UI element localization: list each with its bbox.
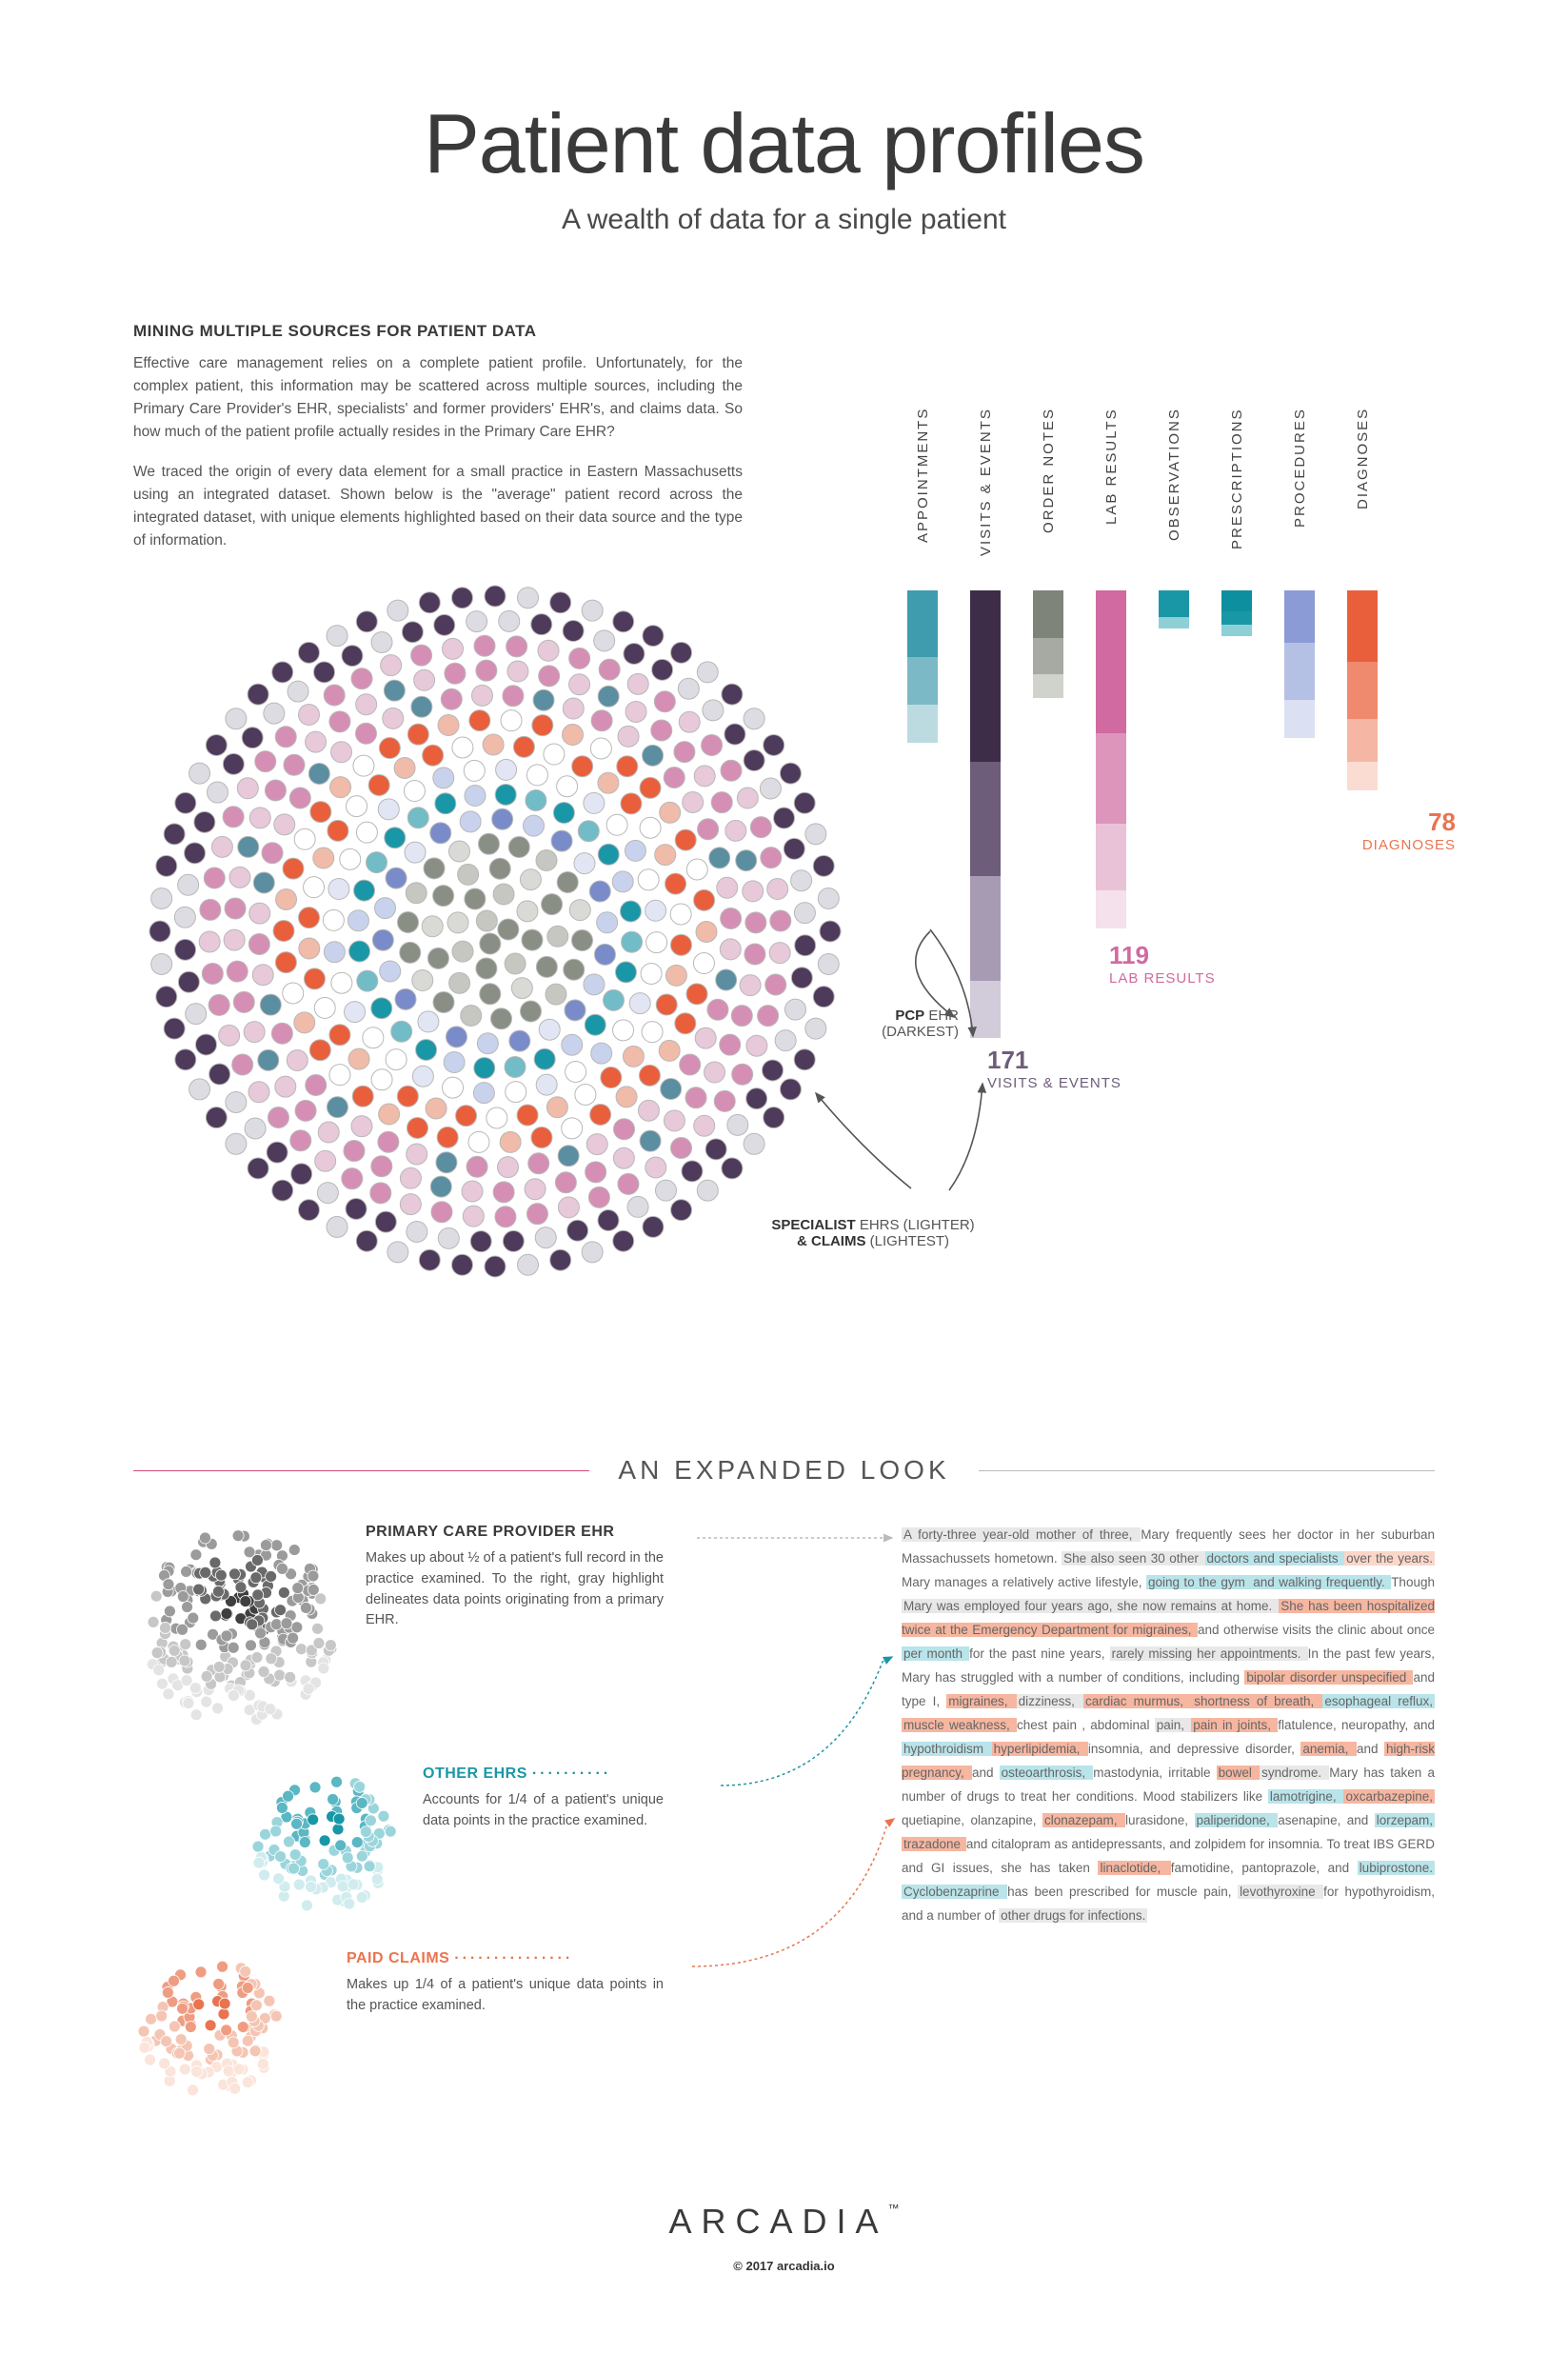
bar-label: DIAGNOSES <box>1355 408 1371 579</box>
page-title: Patient data profiles <box>133 95 1435 192</box>
cluster-other <box>248 1766 400 1918</box>
other-title: OTHER EHRS ·········· <box>423 1766 664 1783</box>
brand-logo: ARCADIA™ <box>133 2202 1435 2242</box>
bar-label: LAB RESULTS <box>1103 408 1120 579</box>
bar-stack <box>907 590 938 743</box>
callout-diagnoses-num: 78 <box>1362 808 1456 837</box>
bar-label: VISITS & EVENTS <box>978 408 994 579</box>
bar-label: APPOINTMENTS <box>915 408 931 579</box>
bar-label: OBSERVATIONS <box>1166 408 1182 579</box>
divider-right <box>979 1470 1435 1471</box>
claims-body: Makes up 1/4 of a patient's unique data … <box>347 1975 664 2017</box>
callout-labs-label: LAB RESULTS <box>1109 970 1216 987</box>
bar-stack <box>1159 590 1189 628</box>
bar-stack <box>1096 590 1126 928</box>
claims-title: PAID CLAIMS ··············· <box>347 1950 664 1967</box>
expanded-heading: AN EXPANDED LOOK <box>618 1455 949 1486</box>
bar-label: PRESCRIPTIONS <box>1229 408 1245 579</box>
dot-cluster-main <box>133 569 857 1293</box>
divider-left <box>133 1470 589 1471</box>
page-subtitle: A wealth of data for a single patient <box>133 204 1435 236</box>
bar-stack <box>1284 590 1315 738</box>
other-body: Accounts for 1/4 of a patient's unique d… <box>423 1790 664 1832</box>
callout-arrows <box>787 912 1016 1236</box>
copyright: © 2017 arcadia.io <box>133 2259 1435 2273</box>
callout-diagnoses-label: DIAGNOSES <box>1362 837 1456 853</box>
bar-stack <box>1347 590 1378 790</box>
bar-label: ORDER NOTES <box>1041 408 1057 579</box>
callout-labs-num: 119 <box>1109 941 1216 970</box>
narrative-text: A forty-three year-old mother of three, … <box>902 1524 1435 1927</box>
intro-heading: MINING MULTIPLE SOURCES FOR PATIENT DATA <box>133 322 743 341</box>
cluster-pcp <box>133 1524 343 1733</box>
intro-p1: Effective care management relies on a co… <box>133 352 743 444</box>
bar-label: PROCEDURES <box>1292 408 1308 579</box>
bar-stack <box>1033 590 1063 698</box>
dotted-connectors <box>692 1528 902 2062</box>
intro-p2: We traced the origin of every data eleme… <box>133 461 743 552</box>
pcp-title: PRIMARY CARE PROVIDER EHR <box>366 1524 664 1541</box>
bar-stack <box>1221 590 1252 636</box>
pcp-body: Makes up about ½ of a patient's full rec… <box>366 1548 664 1631</box>
cluster-claims <box>133 1950 286 2103</box>
